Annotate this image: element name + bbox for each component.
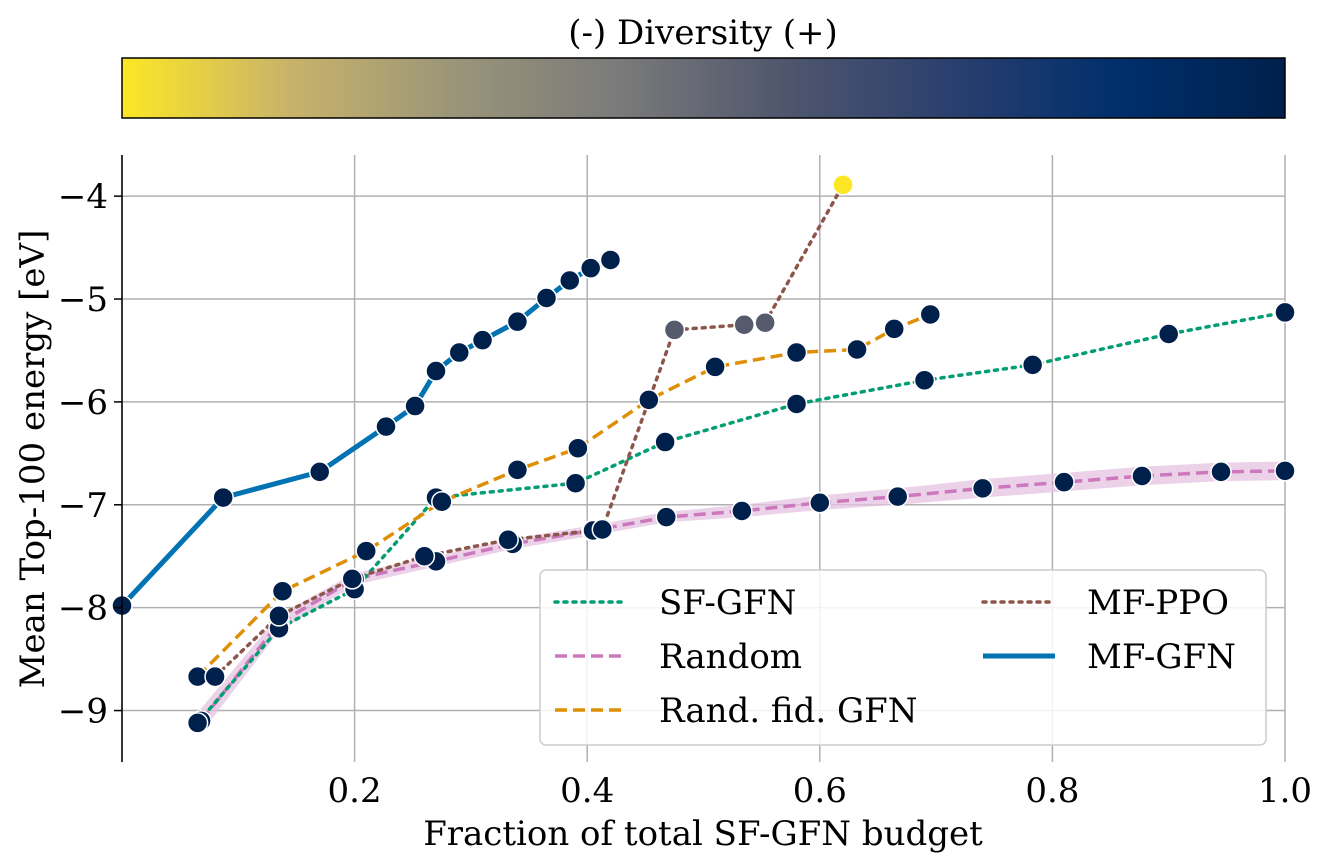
rand-fid-gfn-point bbox=[785, 341, 808, 364]
random-line bbox=[199, 469, 1285, 722]
diversity-colorbar bbox=[121, 57, 1286, 119]
mf-gfn-point bbox=[599, 249, 622, 271]
rand-fid-gfn-point bbox=[846, 338, 868, 361]
rand-fid-gfn-point bbox=[506, 459, 529, 481]
x-axis-label: Fraction of total SF-GFN budget bbox=[423, 814, 983, 854]
mf-gfn-point bbox=[404, 395, 426, 417]
mf-ppo-point bbox=[268, 605, 290, 627]
rand-fid-gfn-point bbox=[271, 580, 294, 602]
mf-ppo-point bbox=[832, 174, 854, 196]
mf-ppo-point bbox=[591, 518, 614, 541]
mf-ppo-point bbox=[204, 665, 226, 688]
mf-gfn-point bbox=[212, 486, 234, 509]
random-point bbox=[809, 491, 831, 514]
sf-gfn-point bbox=[913, 369, 936, 392]
y-tick-label: −5 bbox=[58, 280, 108, 320]
x-tick-label: 1.0 bbox=[1258, 771, 1312, 811]
mf-ppo-point bbox=[497, 529, 519, 551]
mf-ppo-point bbox=[341, 568, 364, 590]
sf-gfn-point bbox=[1021, 354, 1044, 376]
mf-gfn-point bbox=[506, 310, 529, 333]
y-tick-label: −6 bbox=[58, 383, 108, 423]
mf-gfn-point bbox=[579, 257, 602, 279]
mf-gfn-point bbox=[448, 341, 471, 364]
sf-gfn-point bbox=[186, 712, 209, 734]
rand-fid-gfn-point bbox=[567, 437, 589, 459]
y-axis-label: Mean Top-100 energy [eV] bbox=[13, 230, 53, 689]
random-point bbox=[971, 477, 994, 500]
mf-gfn-point bbox=[471, 329, 494, 351]
mf-ppo-point bbox=[733, 314, 755, 336]
random-point bbox=[655, 506, 678, 528]
y-tick-label: −7 bbox=[58, 486, 108, 526]
random-point bbox=[1274, 460, 1296, 482]
mf-gfn-point bbox=[425, 360, 447, 382]
mf-gfn-point bbox=[375, 415, 397, 438]
legend-label-mf-gfn: MF-GFN bbox=[1087, 637, 1236, 677]
random-point bbox=[1053, 471, 1075, 493]
sf-gfn-point bbox=[785, 393, 808, 415]
sf-gfn-point bbox=[1274, 301, 1296, 324]
mf-ppo-point bbox=[754, 311, 776, 334]
mf-gfn-point bbox=[308, 461, 331, 483]
sf-gfn-point bbox=[654, 431, 676, 453]
x-tick-label: 0.4 bbox=[560, 771, 614, 811]
legend-frame bbox=[539, 569, 1267, 746]
x-tick-label: 0.2 bbox=[328, 771, 382, 811]
y-tick-label: −8 bbox=[58, 589, 108, 629]
rand-fid-gfn-point bbox=[919, 303, 942, 326]
series-points bbox=[111, 174, 1296, 734]
legend-label-rand-fid-gfn: Rand. fid. GFN bbox=[659, 691, 918, 731]
mf-ppo-point bbox=[663, 319, 686, 341]
y-tick-label: −9 bbox=[58, 692, 108, 732]
legend-label-sf-gfn: SF-GFN bbox=[659, 583, 796, 623]
mf-gfn-point bbox=[559, 269, 581, 292]
random-point bbox=[731, 500, 753, 522]
x-tick-label: 0.6 bbox=[793, 771, 847, 811]
rand-fid-gfn-point bbox=[431, 490, 453, 513]
rand-fid-gfn-point bbox=[704, 356, 726, 378]
sf-gfn-point bbox=[1157, 323, 1180, 345]
y-tick-label: −4 bbox=[58, 177, 108, 217]
random-point bbox=[886, 485, 909, 508]
colorbar-label: (-) Diversity (+) bbox=[568, 13, 838, 53]
sf-gfn-point bbox=[564, 472, 587, 494]
random-point bbox=[1210, 461, 1232, 483]
mf-ppo-point bbox=[413, 545, 436, 567]
legend: SF-GFN Random Rand. fid. GFN MF-PPO MF-GFN bbox=[539, 569, 1267, 746]
y-axis-ticks: −9 −8 −7 −6 −5 −4 bbox=[58, 177, 122, 732]
x-tick-label: 0.8 bbox=[1025, 771, 1079, 811]
rand-fid-gfn-point bbox=[355, 540, 377, 562]
legend-label-mf-ppo: MF-PPO bbox=[1087, 583, 1229, 623]
x-axis-ticks: 0.2 0.4 0.6 0.8 1.0 bbox=[328, 771, 1312, 811]
legend-label-random: Random bbox=[659, 637, 802, 677]
rand-fid-gfn-point bbox=[883, 318, 905, 340]
rand-fid-gfn-point bbox=[638, 389, 660, 411]
random-point bbox=[1131, 465, 1153, 487]
mf-gfn-point bbox=[535, 287, 558, 309]
